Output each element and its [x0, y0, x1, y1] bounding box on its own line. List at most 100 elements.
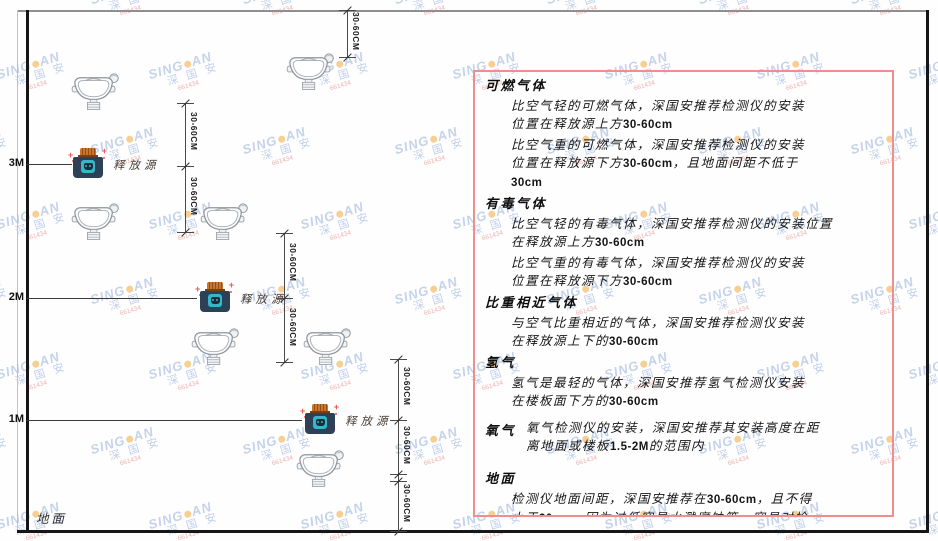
brand-dot-icon: [429, 434, 438, 444]
brand-dot-icon: [277, 134, 286, 144]
brand-dot-icon: [429, 134, 438, 144]
release-source-label: 释放源: [113, 160, 160, 172]
panel-paragraph: 比空气重的有毒气体，深国安推荐检测仪的安装 位置在释放源下方30-60cm: [511, 256, 806, 288]
panel-section: 氧气 氧气检测仪的安装，深国安推荐其安装高度在距 离地面或楼板1.5-2M的范围内: [485, 419, 882, 458]
dimension-label: 30-60CM: [288, 243, 298, 282]
level-line-3m: [27, 164, 72, 165]
gas-detector-icon: [200, 202, 248, 240]
panel-paragraph: 氢气是最轻的气体，深国安推荐氢气检测仪安装 在楼板面下方的30-60cm: [511, 376, 806, 408]
gas-detector-icon: [286, 52, 334, 90]
spark-icon: +: [68, 150, 74, 160]
dimension-label: 30-60CM: [351, 12, 361, 51]
gas-detector-icon: [71, 72, 119, 110]
section-heading: 可燃气体: [485, 78, 548, 93]
brand-dot-icon: [183, 509, 192, 519]
panel-paragraph: 氧气检测仪的安装，深国安推荐其安装高度在距 离地面或楼板1.5-2M的范围内: [526, 421, 821, 453]
ceiling-line: [17, 10, 928, 12]
brand-dot-icon: [335, 209, 344, 219]
brand-dot-icon: [487, 59, 496, 69]
brand-dot-icon: [31, 209, 40, 219]
level-label-3m: 3M: [8, 157, 24, 169]
release-source-label: 释放源: [240, 294, 287, 306]
gas-detector-icon: [296, 449, 344, 487]
dimension-line: [177, 99, 194, 237]
right-wall-line: [926, 10, 929, 531]
level-label-1m: 1M: [8, 413, 24, 425]
brand-dot-icon: [31, 359, 40, 369]
dimension-line: [339, 6, 356, 62]
dimension-line: [276, 229, 293, 367]
panel-section: 可燃气体 比空气轻的可燃气体，深国安推荐检测仪的安装 位置在释放源上方30-60c…: [485, 77, 882, 192]
spark-icon: +: [195, 284, 201, 294]
panel-section: 比重相近气体与空气比重相近的气体，深国安推荐检测仪安装 在释放源上下的30-60…: [485, 294, 882, 351]
dimension-label: 30-60CM: [402, 484, 412, 523]
release-source-icon: + +: [195, 280, 234, 314]
brand-dot-icon: [125, 434, 134, 444]
release-source-icon: + +: [68, 147, 107, 180]
section-heading: 氧气: [485, 423, 517, 438]
level-line-1m: [27, 420, 302, 421]
dimension-label: 30-60CM: [189, 112, 199, 151]
brand-dot-icon: [429, 284, 438, 294]
brand-dot-icon: [791, 59, 800, 69]
gas-detector-icon: [71, 202, 119, 240]
dimension-label: 30-60CM: [402, 367, 412, 406]
brand-dot-icon: [125, 134, 134, 144]
brand-dot-icon: [183, 59, 192, 69]
spark-icon: +: [300, 406, 306, 416]
gas-detector-icon: [303, 327, 351, 365]
ground-label: 地面: [36, 512, 68, 526]
section-heading: 有毒气体: [485, 196, 548, 211]
brand-dot-icon: [125, 284, 134, 294]
spark-icon: +: [228, 280, 234, 290]
floor-line: [17, 530, 929, 533]
section-heading: 地面: [485, 471, 517, 486]
panel-section: 有毒气体比空气轻的有毒气体，深国安推荐检测仪的安装位置 在释放源上方30-60c…: [485, 195, 882, 291]
section-heading: 氢气: [485, 355, 517, 370]
section-heading: 比重相近气体: [485, 295, 579, 310]
panel-paragraph: 比空气轻的有毒气体，深国安推荐检测仪的安装位置 在释放源上方30-60cm: [511, 217, 834, 249]
panel-paragraph: 比空气重的可燃气体，深国安推荐检测仪的安装 位置在释放源下方30-60cm，且地…: [511, 138, 806, 189]
brand-dot-icon: [31, 59, 40, 69]
brand-dot-icon: [277, 434, 286, 444]
release-source-icon: + +: [300, 402, 339, 436]
spark-icon: +: [333, 402, 339, 412]
panel-paragraph: 与空气比重相近的气体，深国安推荐检测仪安装 在释放源上下的30-60cm: [511, 316, 806, 348]
panel-section: 氢气氢气是最轻的气体，深国安推荐氢气检测仪安装 在楼板面下方的30-60cm: [485, 354, 882, 411]
level-label-2m: 2M: [8, 291, 24, 303]
brand-dot-icon: [335, 509, 344, 519]
panel-paragraph: 检测仪地面间距，深国安推荐在30-60cm，且不得 小于30cm，因为过低容易水…: [511, 492, 813, 515]
dimension-label: 30-60CM: [189, 177, 199, 216]
brand-dot-icon: [639, 59, 648, 69]
info-panel: 可燃气体 比空气轻的可燃气体，深国安推荐检测仪的安装 位置在释放源上方30-60c…: [473, 70, 894, 517]
release-source-label: 释放源: [345, 416, 392, 428]
level-line-2m: [27, 298, 197, 299]
dimension-label: 30-60CM: [288, 308, 298, 347]
dimension-label: 30-60CM: [402, 426, 412, 465]
left-border-line: [17, 10, 18, 531]
